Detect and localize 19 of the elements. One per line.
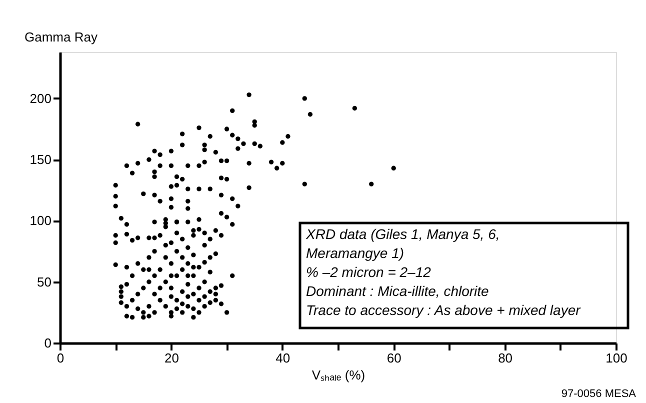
- x-tick-label: 0: [56, 350, 64, 366]
- y-tick-label: 100: [30, 213, 52, 228]
- y-tick-label: 50: [37, 274, 52, 290]
- y-tick-label: 200: [30, 90, 52, 106]
- annotation: Meramangye 1): [306, 245, 404, 261]
- annotation: XRD data (Giles 1, Manya 5, 6,: [305, 226, 500, 242]
- x-tick-label: 40: [276, 350, 290, 366]
- y-axis-title: Gamma Ray: [24, 30, 98, 44]
- text: 97-0056 MESA: [561, 388, 637, 400]
- annotation: Trace to accessory : As above + mixed layer: [306, 302, 582, 318]
- annotation: % –2 micron = 2–12: [306, 264, 432, 280]
- x-tick-label: 80: [498, 350, 513, 366]
- x-tick-label: 20: [164, 350, 179, 366]
- x-axis-title: Vₛₕₐₗₑ (%): [312, 368, 366, 382]
- y-tick-label: 150: [30, 152, 52, 168]
- y-tick-label: 0: [44, 336, 52, 350]
- x-tick-label: 100: [606, 350, 628, 366]
- annotation: Dominant : Mica-illite, chlorite: [306, 283, 490, 299]
- x-tick-label: 60: [386, 350, 402, 366]
